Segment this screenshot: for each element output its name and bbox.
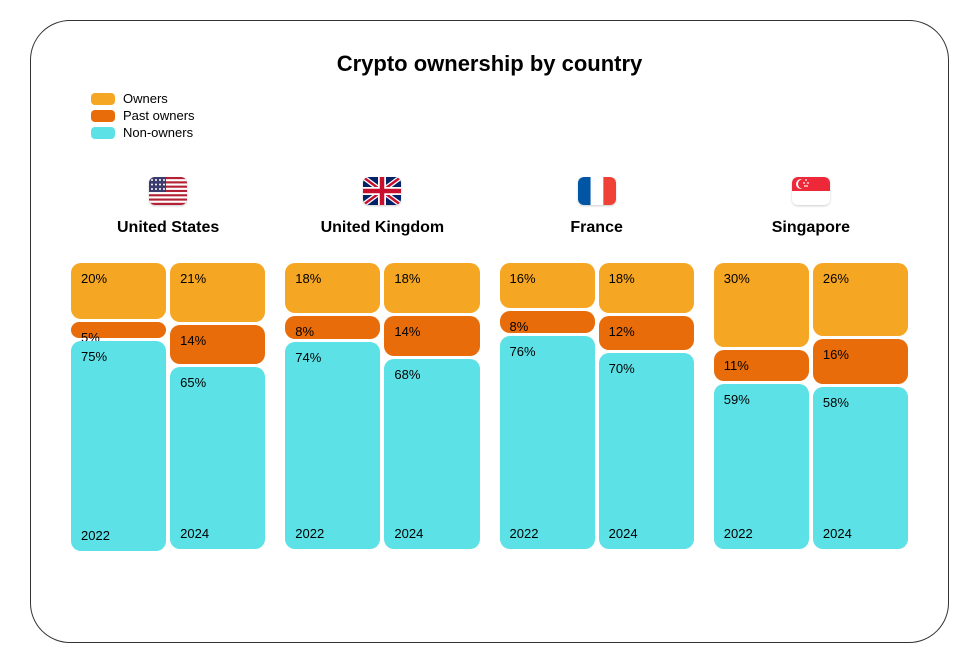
bar-year: 26% 16% 58% 2024: [813, 263, 908, 543]
sg-flag-icon: [792, 177, 830, 205]
legend-label: Non-owners: [123, 125, 193, 140]
segment-past_owners: 12%: [599, 316, 694, 350]
stacked-bars: 20% 5% 75% 2022 21% 14% 65% 2024: [71, 263, 265, 543]
segment-past_owners: 14%: [384, 316, 479, 355]
fr-flag-icon: [578, 177, 616, 205]
segment-past_owners: 11%: [714, 350, 809, 381]
segment-value: 14%: [394, 324, 420, 339]
year-label: 2024: [180, 526, 209, 541]
segment-non_owners: 68% 2024: [384, 359, 479, 549]
segment-value: 30%: [724, 271, 750, 286]
legend-swatch: [91, 93, 115, 105]
segment-non_owners: 75% 2022: [71, 341, 166, 551]
bar-year: 18% 14% 68% 2024: [384, 263, 479, 543]
segment-value: 20%: [81, 271, 107, 286]
segment-value: 14%: [180, 333, 206, 348]
segment-value: 18%: [295, 271, 321, 286]
chart-title: Crypto ownership by country: [71, 51, 908, 77]
legend-label: Past owners: [123, 108, 195, 123]
legend: Owners Past owners Non-owners: [91, 91, 195, 142]
segment-value: 16%: [823, 347, 849, 362]
legend-swatch: [91, 110, 115, 122]
legend-swatch: [91, 127, 115, 139]
segment-value: 12%: [609, 324, 635, 339]
bar-year: 21% 14% 65% 2024: [170, 263, 265, 543]
segment-value: 65%: [180, 375, 206, 390]
countries-row: United States 20% 5% 75% 2022 21% 14% 65% 2024 U…: [71, 177, 908, 543]
segment-value: 8%: [510, 319, 529, 334]
segment-non_owners: 59% 2022: [714, 384, 809, 549]
segment-owners: 18%: [599, 263, 694, 313]
year-label: 2024: [394, 526, 423, 541]
stacked-bars: 16% 8% 76% 2022 18% 12% 70% 2024: [500, 263, 694, 543]
segment-non_owners: 65% 2024: [170, 367, 265, 549]
year-label: 2022: [510, 526, 539, 541]
segment-value: 21%: [180, 271, 206, 286]
segment-value: 70%: [609, 361, 635, 376]
segment-value: 59%: [724, 392, 750, 407]
segment-non_owners: 74% 2022: [285, 342, 380, 549]
stacked-bars: 30% 11% 59% 2022 26% 16% 58% 2024: [714, 263, 908, 543]
bar-year: 20% 5% 75% 2022: [71, 263, 166, 543]
segment-owners: 20%: [71, 263, 166, 319]
segment-owners: 21%: [170, 263, 265, 322]
segment-value: 18%: [394, 271, 420, 286]
legend-item: Non-owners: [91, 125, 195, 140]
country-name: France: [570, 219, 622, 237]
segment-past_owners: 8%: [285, 316, 380, 338]
year-label: 2022: [295, 526, 324, 541]
stacked-bars: 18% 8% 74% 2022 18% 14% 68% 2024: [285, 263, 479, 543]
segment-value: 68%: [394, 367, 420, 382]
segment-owners: 18%: [384, 263, 479, 313]
uk-flag-icon: [363, 177, 401, 205]
segment-value: 58%: [823, 395, 849, 410]
segment-value: 74%: [295, 350, 321, 365]
year-label: 2022: [724, 526, 753, 541]
country-name: United Kingdom: [321, 219, 445, 237]
legend-label: Owners: [123, 91, 168, 106]
us-flag-icon: [149, 177, 187, 205]
segment-owners: 26%: [813, 263, 908, 336]
segment-non_owners: 58% 2024: [813, 387, 908, 549]
bar-year: 30% 11% 59% 2022: [714, 263, 809, 543]
segment-value: 8%: [295, 324, 314, 339]
segment-past_owners: 16%: [813, 339, 908, 384]
country-name: United States: [117, 219, 219, 237]
year-label: 2022: [81, 528, 110, 543]
segment-past_owners: 14%: [170, 325, 265, 364]
segment-past_owners: 5%: [71, 322, 166, 338]
segment-non_owners: 70% 2024: [599, 353, 694, 549]
year-label: 2024: [609, 526, 638, 541]
segment-value: 76%: [510, 344, 536, 359]
country-column: France 16% 8% 76% 2022 18% 12% 70% 2024: [500, 177, 694, 543]
segment-value: 26%: [823, 271, 849, 286]
country-column: Singapore 30% 11% 59% 2022 26% 16% 58% 2024: [714, 177, 908, 543]
segment-value: 16%: [510, 271, 536, 286]
bar-year: 18% 12% 70% 2024: [599, 263, 694, 543]
bar-year: 18% 8% 74% 2022: [285, 263, 380, 543]
country-name: Singapore: [772, 219, 850, 237]
segment-owners: 16%: [500, 263, 595, 308]
segment-past_owners: 8%: [500, 311, 595, 333]
legend-item: Owners: [91, 91, 195, 106]
segment-value: 11%: [724, 358, 749, 373]
country-column: United Kingdom 18% 8% 74% 2022 18% 14% 68% 2024: [285, 177, 479, 543]
segment-owners: 30%: [714, 263, 809, 347]
bar-year: 16% 8% 76% 2022: [500, 263, 595, 543]
segment-value: 18%: [609, 271, 635, 286]
segment-non_owners: 76% 2022: [500, 336, 595, 549]
segment-value: 75%: [81, 349, 107, 364]
year-label: 2024: [823, 526, 852, 541]
legend-item: Past owners: [91, 108, 195, 123]
chart-card: Crypto ownership by country Owners Past o…: [30, 20, 949, 643]
segment-owners: 18%: [285, 263, 380, 313]
country-column: United States 20% 5% 75% 2022 21% 14% 65% 2024: [71, 177, 265, 543]
